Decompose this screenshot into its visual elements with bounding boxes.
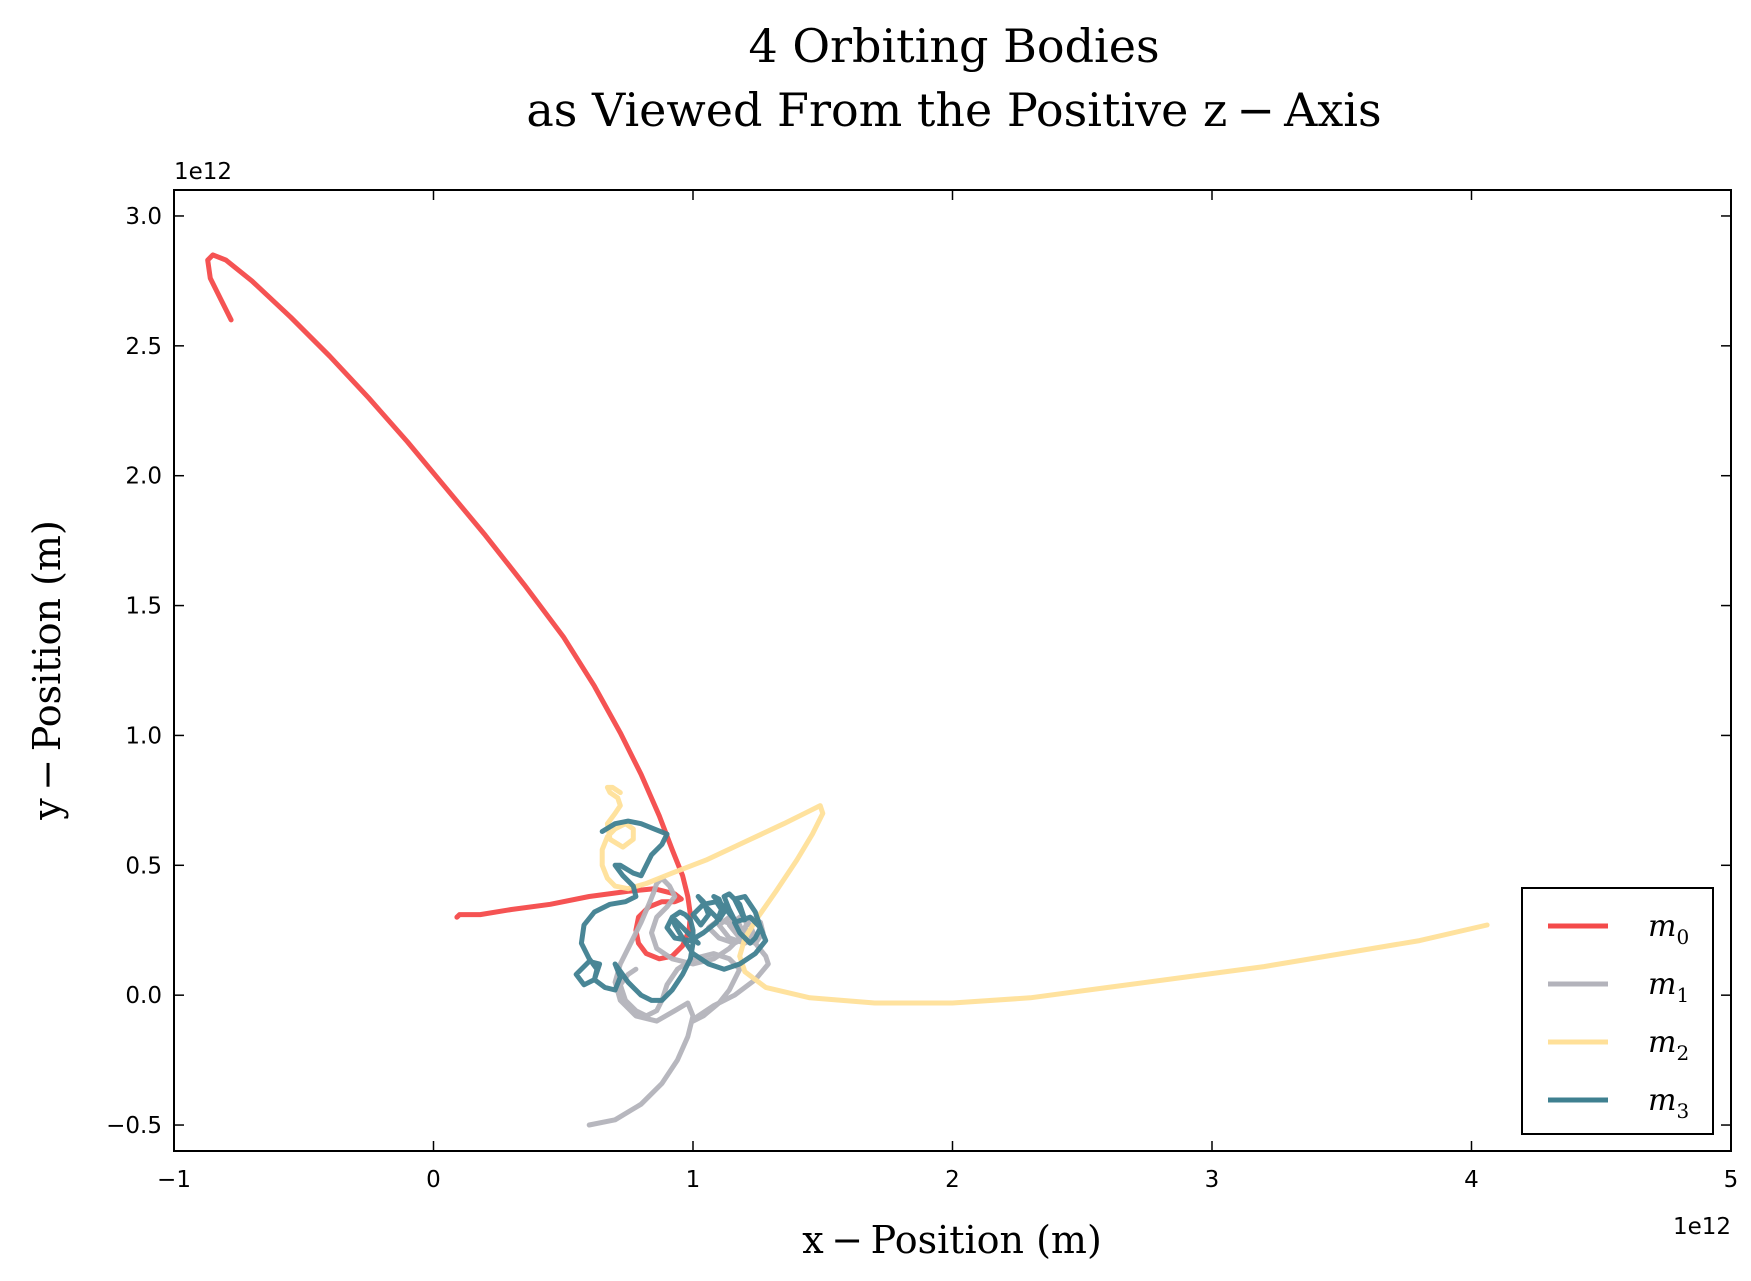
x-tick-label: 3 bbox=[1205, 1167, 1220, 1193]
x-tick-label: −1 bbox=[157, 1167, 191, 1193]
y-tick-label: 1.0 bbox=[125, 723, 162, 749]
y-offset-label: 1e12 bbox=[174, 159, 232, 185]
legend-label-base: m bbox=[1648, 1025, 1676, 1060]
y-tick-label: 2.0 bbox=[125, 464, 162, 490]
series-line-m0 bbox=[205, 252, 693, 962]
series-line-m3 bbox=[573, 818, 769, 1003]
legend-label-base: m bbox=[1648, 967, 1676, 1002]
y-tick-label: −0.5 bbox=[106, 1113, 162, 1139]
x-tick-label: 1 bbox=[686, 1167, 701, 1193]
legend-label-m0: m0 bbox=[1648, 909, 1689, 949]
legend-label-base: m bbox=[1648, 1083, 1676, 1118]
y-tick-label: 1.5 bbox=[125, 594, 162, 620]
x-axis-label: x − Position (m) bbox=[802, 1218, 1102, 1262]
tick-layer: −1 0 1 2 3 4 5 −0.5 0.0 0.5 1.0 1.5 2.0 2.5 3.0 bbox=[106, 190, 1738, 1193]
x-tick-label: 2 bbox=[945, 1167, 960, 1193]
x-tick-label: 4 bbox=[1464, 1167, 1479, 1193]
y-tick-label: 2.5 bbox=[125, 334, 162, 360]
legend-label-sub: 2 bbox=[1676, 1041, 1689, 1065]
y-axis-label: y − Position (m) bbox=[25, 520, 69, 821]
y-tick-label: 3.0 bbox=[125, 204, 162, 230]
x-tick-label: 5 bbox=[1724, 1167, 1739, 1193]
y-tick-label: 0.0 bbox=[125, 983, 162, 1009]
chart-subtitle: as Viewed From the Positive z − Axis bbox=[526, 83, 1381, 137]
legend-label-m3: m3 bbox=[1648, 1083, 1689, 1123]
y-tick-label: 0.5 bbox=[125, 853, 162, 879]
chart-title: 4 Orbiting Bodies bbox=[748, 19, 1159, 73]
plot-area: −1 0 1 2 3 4 5 −0.5 0.0 0.5 1.0 1.5 2.0 2.5 3.0 bbox=[106, 189, 1738, 1193]
legend-label-sub: 1 bbox=[1676, 983, 1689, 1007]
legend-label-base: m bbox=[1648, 909, 1676, 944]
legend-box bbox=[1521, 887, 1714, 1135]
axes-frame bbox=[173, 189, 1732, 1152]
series-line-m2 bbox=[599, 784, 1490, 1006]
legend-label-sub: 0 bbox=[1676, 925, 1689, 949]
x-offset-label: 1e12 bbox=[1673, 1214, 1731, 1240]
x-tick-label: 0 bbox=[426, 1167, 441, 1193]
legend-label-sub: 3 bbox=[1676, 1099, 1689, 1123]
legend-label-m2: m2 bbox=[1648, 1025, 1689, 1065]
series-layer bbox=[205, 252, 1490, 1128]
legend-label-m1: m1 bbox=[1648, 967, 1689, 1007]
